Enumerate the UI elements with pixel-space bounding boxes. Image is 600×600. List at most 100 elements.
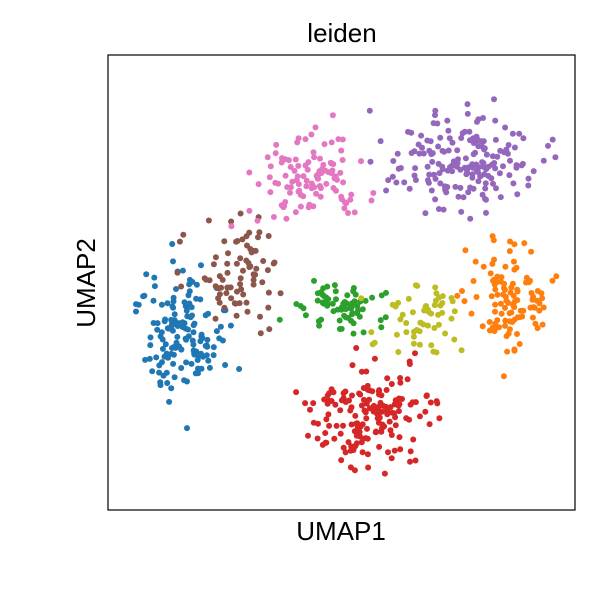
scatter-point bbox=[170, 298, 177, 305]
scatter-point bbox=[378, 428, 385, 435]
scatter-point bbox=[378, 292, 385, 299]
scatter-point bbox=[176, 238, 183, 245]
scatter-point bbox=[308, 180, 315, 187]
scatter-point bbox=[409, 309, 416, 316]
scatter-point bbox=[527, 304, 534, 311]
scatter-point bbox=[491, 328, 498, 335]
scatter-point bbox=[350, 330, 357, 337]
scatter-point bbox=[516, 314, 523, 321]
scatter-point bbox=[254, 217, 261, 224]
scatter-point bbox=[473, 138, 480, 145]
scatter-point bbox=[552, 154, 559, 161]
scatter-point bbox=[381, 470, 388, 477]
scatter-point bbox=[429, 150, 436, 157]
scatter-point bbox=[305, 432, 311, 439]
scatter-point bbox=[422, 408, 429, 415]
scatter-point bbox=[356, 429, 363, 435]
scatter-point bbox=[305, 204, 312, 211]
scatter-point bbox=[270, 214, 277, 220]
scatter-point bbox=[357, 391, 364, 398]
scatter-point bbox=[374, 407, 381, 414]
scatter-point bbox=[201, 275, 208, 282]
scatter-point bbox=[464, 167, 470, 174]
scatter-point bbox=[431, 302, 438, 309]
scatter-point bbox=[240, 291, 247, 298]
scatter-point bbox=[530, 168, 537, 175]
scatter-point bbox=[532, 320, 539, 327]
scatter-point bbox=[212, 254, 219, 261]
scatter-point bbox=[393, 179, 400, 186]
scatter-point bbox=[314, 290, 321, 297]
scatter-point bbox=[183, 336, 190, 343]
scatter-point bbox=[318, 316, 325, 323]
scatter-point bbox=[324, 400, 331, 407]
scatter-point bbox=[467, 215, 474, 222]
scatter-point bbox=[523, 279, 529, 286]
scatter-point bbox=[462, 247, 469, 254]
scatter-point bbox=[244, 308, 251, 315]
scatter-point bbox=[497, 147, 504, 154]
scatter-point bbox=[224, 260, 231, 267]
scatter-point bbox=[338, 147, 345, 154]
scatter-point bbox=[428, 187, 435, 194]
scatter-point bbox=[480, 115, 486, 121]
scatter-point bbox=[529, 296, 536, 303]
scatter-point bbox=[446, 135, 453, 142]
scatter-point bbox=[147, 342, 154, 349]
scatter-point bbox=[491, 256, 497, 263]
scatter-point bbox=[349, 311, 355, 318]
scatter-point bbox=[353, 420, 359, 427]
scatter-point bbox=[213, 328, 220, 335]
scatter-point bbox=[482, 180, 489, 187]
scatter-point bbox=[188, 360, 195, 367]
scatter-point bbox=[531, 304, 538, 311]
scatter-point bbox=[265, 233, 272, 239]
scatter-point bbox=[460, 194, 467, 201]
scatter-point bbox=[539, 295, 546, 302]
scatter-point bbox=[494, 317, 501, 324]
scatter-point bbox=[454, 147, 461, 154]
scatter-point bbox=[433, 349, 440, 356]
scatter-point bbox=[358, 368, 365, 375]
scatter-point bbox=[445, 127, 452, 134]
scatter-point bbox=[502, 293, 509, 300]
scatter-point bbox=[448, 315, 455, 322]
scatter-point bbox=[397, 165, 404, 171]
scatter-point bbox=[479, 159, 486, 166]
scatter-point bbox=[339, 157, 346, 163]
scatter-point bbox=[511, 346, 518, 353]
scatter-point bbox=[347, 447, 354, 454]
scatter-point bbox=[368, 329, 375, 336]
scatter-point bbox=[159, 345, 166, 352]
scatter-point bbox=[348, 191, 355, 198]
scatter-point bbox=[482, 185, 489, 192]
scatter-point bbox=[392, 303, 399, 310]
scatter-point bbox=[205, 357, 212, 364]
scatter-point bbox=[237, 281, 244, 288]
scatter-point bbox=[273, 141, 280, 148]
scatter-point bbox=[162, 341, 169, 348]
scatter-point bbox=[168, 316, 175, 323]
scatter-point bbox=[317, 155, 323, 162]
scatter-point bbox=[295, 162, 302, 169]
scatter-point bbox=[185, 326, 191, 333]
scatter-point bbox=[198, 331, 205, 338]
scatter-point bbox=[171, 374, 178, 381]
scatter-point bbox=[178, 365, 185, 371]
scatter-point bbox=[260, 258, 267, 264]
scatter-point bbox=[391, 447, 398, 454]
scatter-point bbox=[265, 289, 272, 296]
scatter-point bbox=[178, 283, 185, 290]
scatter-point bbox=[164, 300, 171, 307]
scatter-point bbox=[319, 299, 326, 306]
scatter-point bbox=[377, 317, 384, 324]
scatter-point bbox=[243, 299, 250, 306]
scatter-point bbox=[502, 124, 509, 131]
scatter-point bbox=[255, 234, 261, 241]
scatter-point bbox=[197, 338, 204, 345]
scatter-point bbox=[240, 267, 246, 274]
scatter-point bbox=[511, 298, 518, 305]
scatter-point bbox=[412, 457, 419, 464]
scatter-point bbox=[488, 293, 495, 300]
scatter-point bbox=[352, 291, 359, 298]
